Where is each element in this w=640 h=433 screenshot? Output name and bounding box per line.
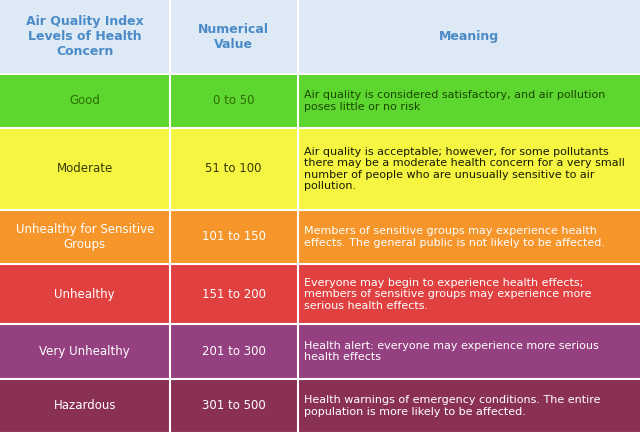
Bar xyxy=(298,378,640,433)
Text: Air quality is acceptable; however, for some pollutants
there may be a moderate : Air quality is acceptable; however, for … xyxy=(304,146,625,191)
Bar xyxy=(170,74,298,128)
Text: 51 to 100: 51 to 100 xyxy=(205,162,262,175)
Text: Everyone may begin to experience health effects;
members of sensitive groups may: Everyone may begin to experience health … xyxy=(304,278,591,311)
Text: Numerical
Value: Numerical Value xyxy=(198,23,269,51)
Text: Unhealthy: Unhealthy xyxy=(54,288,115,301)
Bar xyxy=(298,324,640,378)
Text: Good: Good xyxy=(69,94,100,107)
Text: 201 to 300: 201 to 300 xyxy=(202,345,266,358)
Text: 301 to 500: 301 to 500 xyxy=(202,399,266,412)
Bar xyxy=(170,324,298,378)
Text: 151 to 200: 151 to 200 xyxy=(202,288,266,301)
Text: Members of sensitive groups may experience health
effects. The general public is: Members of sensitive groups may experien… xyxy=(304,226,605,248)
Bar xyxy=(298,210,640,264)
Text: Very Unhealthy: Very Unhealthy xyxy=(40,345,130,358)
Bar xyxy=(0,324,170,378)
Text: 101 to 150: 101 to 150 xyxy=(202,230,266,243)
Bar xyxy=(298,74,640,128)
Text: 0 to 50: 0 to 50 xyxy=(213,94,254,107)
Text: Health warnings of emergency conditions. The entire
population is more likely to: Health warnings of emergency conditions.… xyxy=(304,395,600,417)
Bar xyxy=(0,74,170,128)
Bar xyxy=(298,264,640,324)
Bar xyxy=(170,0,298,74)
Bar xyxy=(170,264,298,324)
Bar xyxy=(298,128,640,210)
Text: Air Quality Index
Levels of Health
Concern: Air Quality Index Levels of Health Conce… xyxy=(26,15,143,58)
Bar xyxy=(0,378,170,433)
Bar xyxy=(0,0,170,74)
Bar xyxy=(170,210,298,264)
Bar xyxy=(0,128,170,210)
Text: Unhealthy for Sensitive
Groups: Unhealthy for Sensitive Groups xyxy=(15,223,154,251)
Text: Meaning: Meaning xyxy=(439,30,499,43)
Bar xyxy=(298,0,640,74)
Text: Hazardous: Hazardous xyxy=(54,399,116,412)
Bar xyxy=(0,210,170,264)
Text: Moderate: Moderate xyxy=(57,162,113,175)
Bar xyxy=(0,264,170,324)
Bar xyxy=(170,378,298,433)
Text: Health alert: everyone may experience more serious
health effects: Health alert: everyone may experience mo… xyxy=(304,340,599,362)
Bar xyxy=(170,128,298,210)
Text: Air quality is considered satisfactory, and air pollution
poses little or no ris: Air quality is considered satisfactory, … xyxy=(304,90,605,112)
